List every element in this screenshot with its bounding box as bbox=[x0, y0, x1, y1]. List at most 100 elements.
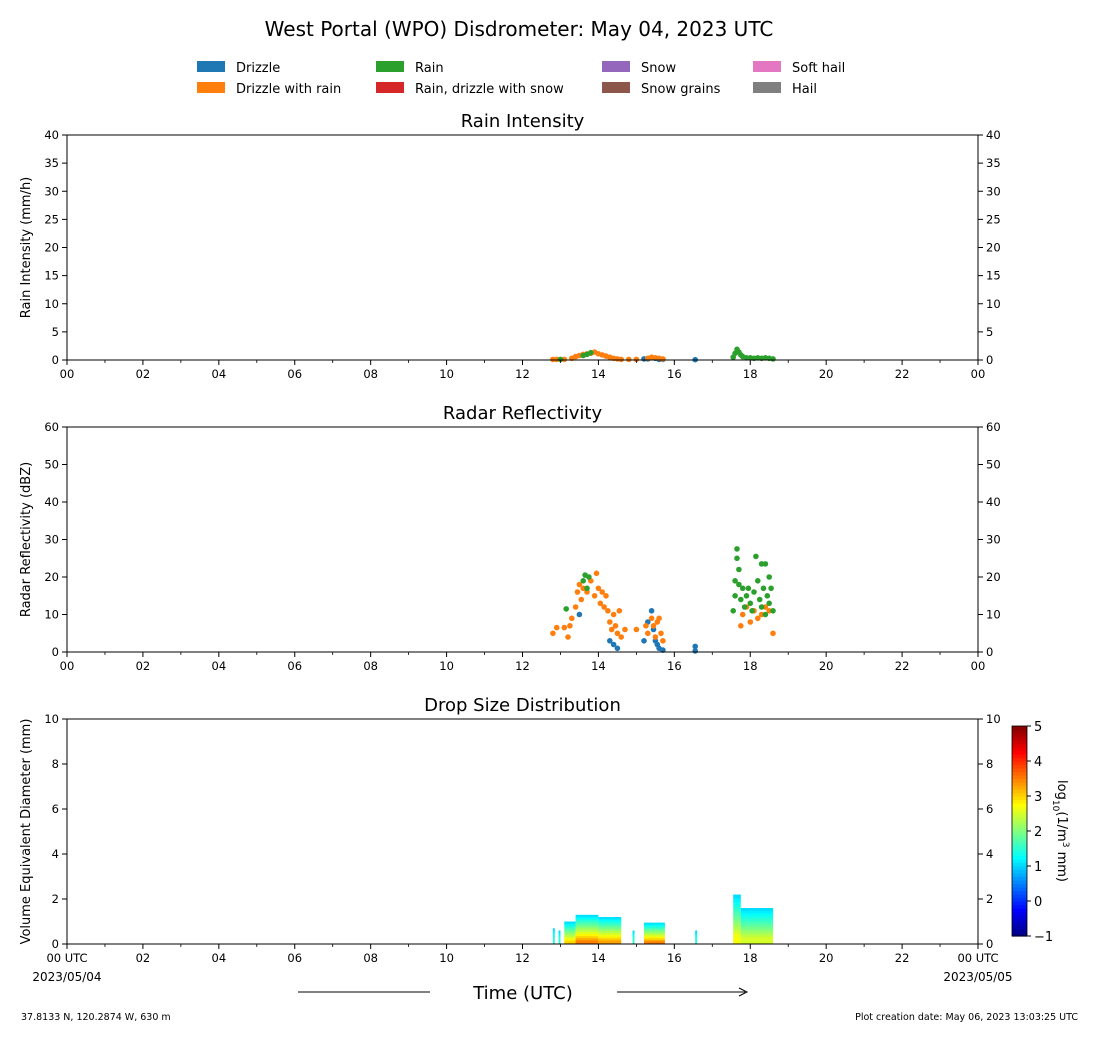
legend: Drizzle Drizzle with rain Rain Rain, drizzl… bbox=[197, 61, 845, 97]
data-point bbox=[650, 623, 657, 629]
data-point bbox=[622, 626, 628, 633]
x-tick-label: 06 bbox=[287, 951, 302, 965]
colorbar-band bbox=[1012, 866, 1027, 871]
dsd-cell bbox=[733, 940, 741, 945]
data-point bbox=[745, 585, 752, 592]
y-axis-label: Rain Intensity (mm/h) bbox=[19, 177, 34, 319]
dsd-cell bbox=[598, 917, 622, 920]
colorbar-band bbox=[1012, 831, 1027, 836]
legend-label: Snow bbox=[641, 61, 676, 76]
plot-frame bbox=[66, 718, 979, 945]
colorbar-band bbox=[1012, 838, 1027, 843]
colorbar-band bbox=[1012, 894, 1027, 899]
y-tick-label-right: 8 bbox=[986, 757, 993, 771]
data-point bbox=[626, 356, 632, 363]
colorbar: 5 4 3 2 1 0 −1 log10(1/m3 mm) bbox=[1011, 720, 1070, 945]
colorbar-band bbox=[1012, 852, 1027, 857]
dsd-cell bbox=[733, 905, 741, 910]
data-point bbox=[770, 608, 776, 614]
colorbar-band bbox=[1012, 841, 1027, 846]
dsd-cell bbox=[740, 931, 774, 935]
dsd-cell bbox=[598, 940, 622, 943]
dsd-cell bbox=[552, 938, 555, 940]
data-point bbox=[732, 593, 738, 599]
data-point bbox=[755, 615, 761, 622]
y-tick-label: 10 bbox=[44, 297, 59, 311]
data-point bbox=[755, 578, 761, 584]
x-tick-label: 00 bbox=[971, 659, 986, 673]
location-note: 37.8133 N, 120.2874 W, 630 m bbox=[21, 1012, 171, 1023]
dsd-cell bbox=[564, 932, 576, 935]
dsd-cell bbox=[552, 937, 555, 939]
colorbar-band bbox=[1012, 803, 1027, 808]
data-point bbox=[730, 608, 736, 614]
dsd-cell bbox=[564, 931, 576, 934]
colorbar-band bbox=[1012, 806, 1027, 811]
dsd-cell bbox=[575, 916, 599, 920]
y-tick-label: 5 bbox=[52, 325, 59, 339]
dsd-cell bbox=[552, 941, 555, 944]
data-point bbox=[656, 615, 662, 622]
data-point bbox=[608, 626, 615, 633]
y-tick-label: 20 bbox=[44, 241, 59, 255]
data-point bbox=[578, 596, 585, 603]
x-tick-label: 02 bbox=[136, 951, 151, 965]
y-tick-label: 6 bbox=[52, 802, 59, 816]
data-point bbox=[633, 626, 640, 633]
legend-swatch bbox=[197, 61, 225, 72]
dsd-cell bbox=[598, 932, 622, 935]
plot-frame bbox=[66, 426, 979, 653]
y-tick-label: 15 bbox=[44, 269, 59, 283]
y-tick-label-right: 50 bbox=[986, 458, 1001, 472]
legend-swatch bbox=[753, 82, 781, 93]
data-layer bbox=[552, 894, 774, 945]
dsd-cell bbox=[695, 940, 698, 942]
y-tick-label-right: 2 bbox=[986, 892, 993, 906]
data-point bbox=[614, 645, 621, 652]
y-tick-label-right: 4 bbox=[986, 847, 993, 861]
dsd-cell bbox=[733, 898, 741, 902]
dsd-cell bbox=[695, 933, 698, 935]
y-tick-label: 30 bbox=[44, 533, 59, 547]
dsd-cell bbox=[740, 928, 774, 932]
dsd-cell bbox=[575, 925, 599, 928]
data-point bbox=[612, 623, 619, 629]
dsd-cell bbox=[598, 924, 622, 928]
data-point bbox=[610, 611, 617, 618]
x-tick-label: 20 bbox=[819, 951, 834, 965]
dsd-cell bbox=[558, 932, 561, 934]
data-point bbox=[616, 608, 623, 614]
y-tick-label-right: 25 bbox=[986, 212, 1001, 226]
colorbar-band bbox=[1012, 873, 1027, 878]
dsd-cell bbox=[558, 934, 561, 936]
dsd-cell bbox=[552, 939, 555, 942]
data-point bbox=[641, 638, 647, 644]
dsd-cell bbox=[598, 938, 622, 941]
y-tick-label-right: 10 bbox=[986, 608, 1001, 622]
data-point bbox=[734, 555, 740, 562]
dsd-cell bbox=[552, 931, 555, 934]
y-tick-label: 50 bbox=[44, 458, 59, 472]
y-tick-label: 40 bbox=[44, 495, 59, 509]
data-point bbox=[739, 585, 746, 592]
y-tick-label-right: 20 bbox=[986, 570, 1001, 584]
y-tick-label: 10 bbox=[44, 608, 59, 622]
data-layer bbox=[550, 546, 776, 654]
dsd-cell bbox=[564, 929, 576, 932]
x-tick-label: 12 bbox=[515, 659, 530, 673]
data-point bbox=[753, 553, 759, 560]
dsd-cell bbox=[644, 939, 665, 942]
data-point bbox=[601, 604, 607, 610]
data-point bbox=[743, 593, 750, 599]
y-tick-label: 0 bbox=[52, 353, 59, 367]
legend-label: Rain bbox=[415, 61, 444, 76]
colorbar-band bbox=[1012, 862, 1027, 867]
data-point bbox=[643, 623, 649, 629]
data-point bbox=[660, 356, 666, 362]
colorbar-band bbox=[1012, 883, 1027, 888]
x-tick-label: 22 bbox=[895, 367, 910, 381]
data-point bbox=[751, 589, 757, 595]
dsd-cell bbox=[575, 929, 599, 932]
dsd-cell bbox=[644, 934, 665, 937]
dsd-cell bbox=[695, 935, 698, 937]
